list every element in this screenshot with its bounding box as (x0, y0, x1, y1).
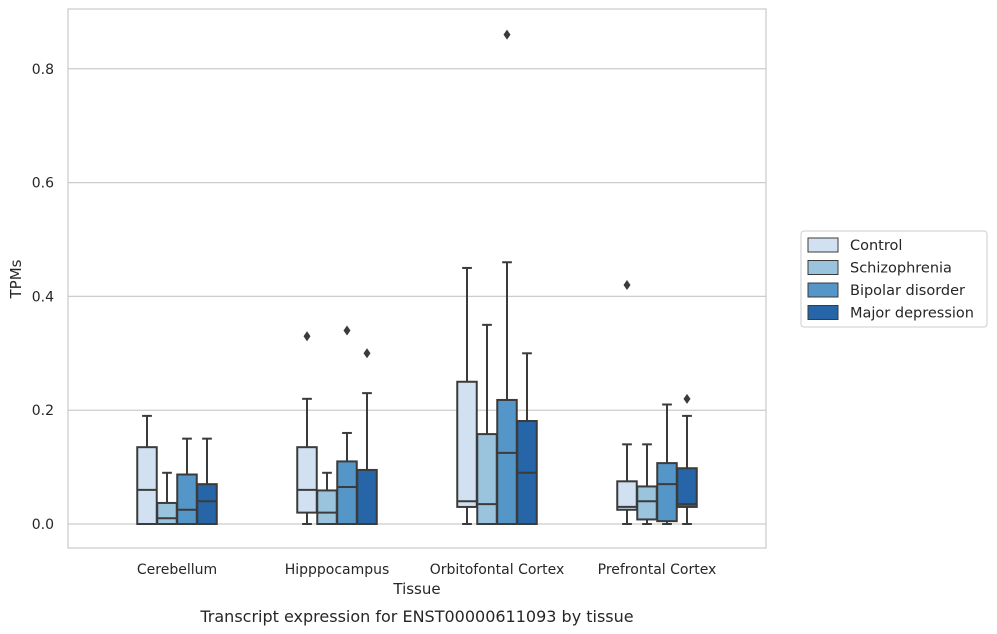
box-schizophrenia (476, 323, 498, 525)
legend-frame (800, 230, 988, 328)
outlier-point (363, 348, 371, 359)
box-body (156, 501, 178, 525)
box-schizophrenia (156, 471, 178, 525)
box-body (456, 380, 478, 508)
box-control (616, 280, 638, 525)
box-major-depression (196, 437, 218, 526)
box-schizophrenia (316, 471, 338, 525)
legend-swatch (807, 305, 839, 320)
y-tick-label: 0.6 (32, 176, 54, 192)
x-tick-label: Orbitofontal Cortex (430, 562, 565, 578)
legend-label: Control (850, 238, 902, 254)
y-tick-labels: 0.0 0.2 0.4 0.6 0.8 (32, 62, 54, 533)
box-body (676, 467, 698, 508)
box-body (136, 446, 158, 525)
x-tick-labels: Cerebellum Hipppocampus Orbitofontal Corte… (137, 562, 716, 578)
plot-frame (67, 8, 767, 549)
boxes (136, 29, 698, 526)
box-bipolar-disorder (336, 325, 358, 526)
box-body (296, 446, 318, 514)
box-control (296, 331, 318, 525)
box-bipolar-disorder (496, 29, 518, 526)
box-body (636, 485, 658, 521)
box-bipolar-disorder (656, 403, 678, 525)
outlier-point (303, 331, 311, 342)
box-control (136, 414, 158, 525)
outlier-point (623, 280, 631, 291)
box-body (496, 398, 518, 526)
box-body (656, 462, 678, 523)
box-body (316, 489, 338, 525)
legend-label: Bipolar disorder (850, 283, 965, 299)
box-schizophrenia (636, 443, 658, 525)
box-body (356, 468, 378, 526)
x-axis-label: Tissue (392, 580, 440, 598)
x-tick-label: Cerebellum (137, 562, 217, 578)
box-major-depression (356, 348, 378, 526)
outlier-point (683, 393, 691, 404)
box-major-depression (516, 352, 538, 525)
x-tick-label: Hipppocampus (285, 562, 390, 578)
legend-swatch (807, 282, 839, 298)
y-axis-label: TPMs (7, 259, 25, 299)
gridlines (68, 68, 766, 525)
outlier-point (343, 325, 351, 336)
box-body (336, 460, 358, 526)
box-body (476, 433, 498, 525)
outlier-point (503, 29, 511, 40)
box-control (456, 266, 478, 525)
legend-label: Schizophrenia (850, 261, 952, 277)
box-body (176, 473, 198, 526)
box-body (616, 480, 638, 511)
box-body (196, 483, 218, 526)
legend-swatch (807, 237, 839, 253)
legend-label: Major depression (850, 306, 974, 322)
legend-swatch (807, 260, 839, 275)
y-tick-label: 0.4 (32, 289, 54, 305)
x-tick-label: Prefrontal Cortex (598, 562, 717, 578)
y-tick-label: 0.8 (32, 62, 54, 78)
chart-caption: Transcript expression for ENST0000061109… (199, 607, 633, 626)
y-tick-label: 0.0 (32, 517, 54, 533)
legend: Control Schizophrenia Bipolar disorder Majo… (800, 230, 988, 328)
y-tick-label: 0.2 (32, 403, 54, 419)
box-bipolar-disorder (176, 437, 198, 526)
box-major-depression (676, 393, 698, 525)
